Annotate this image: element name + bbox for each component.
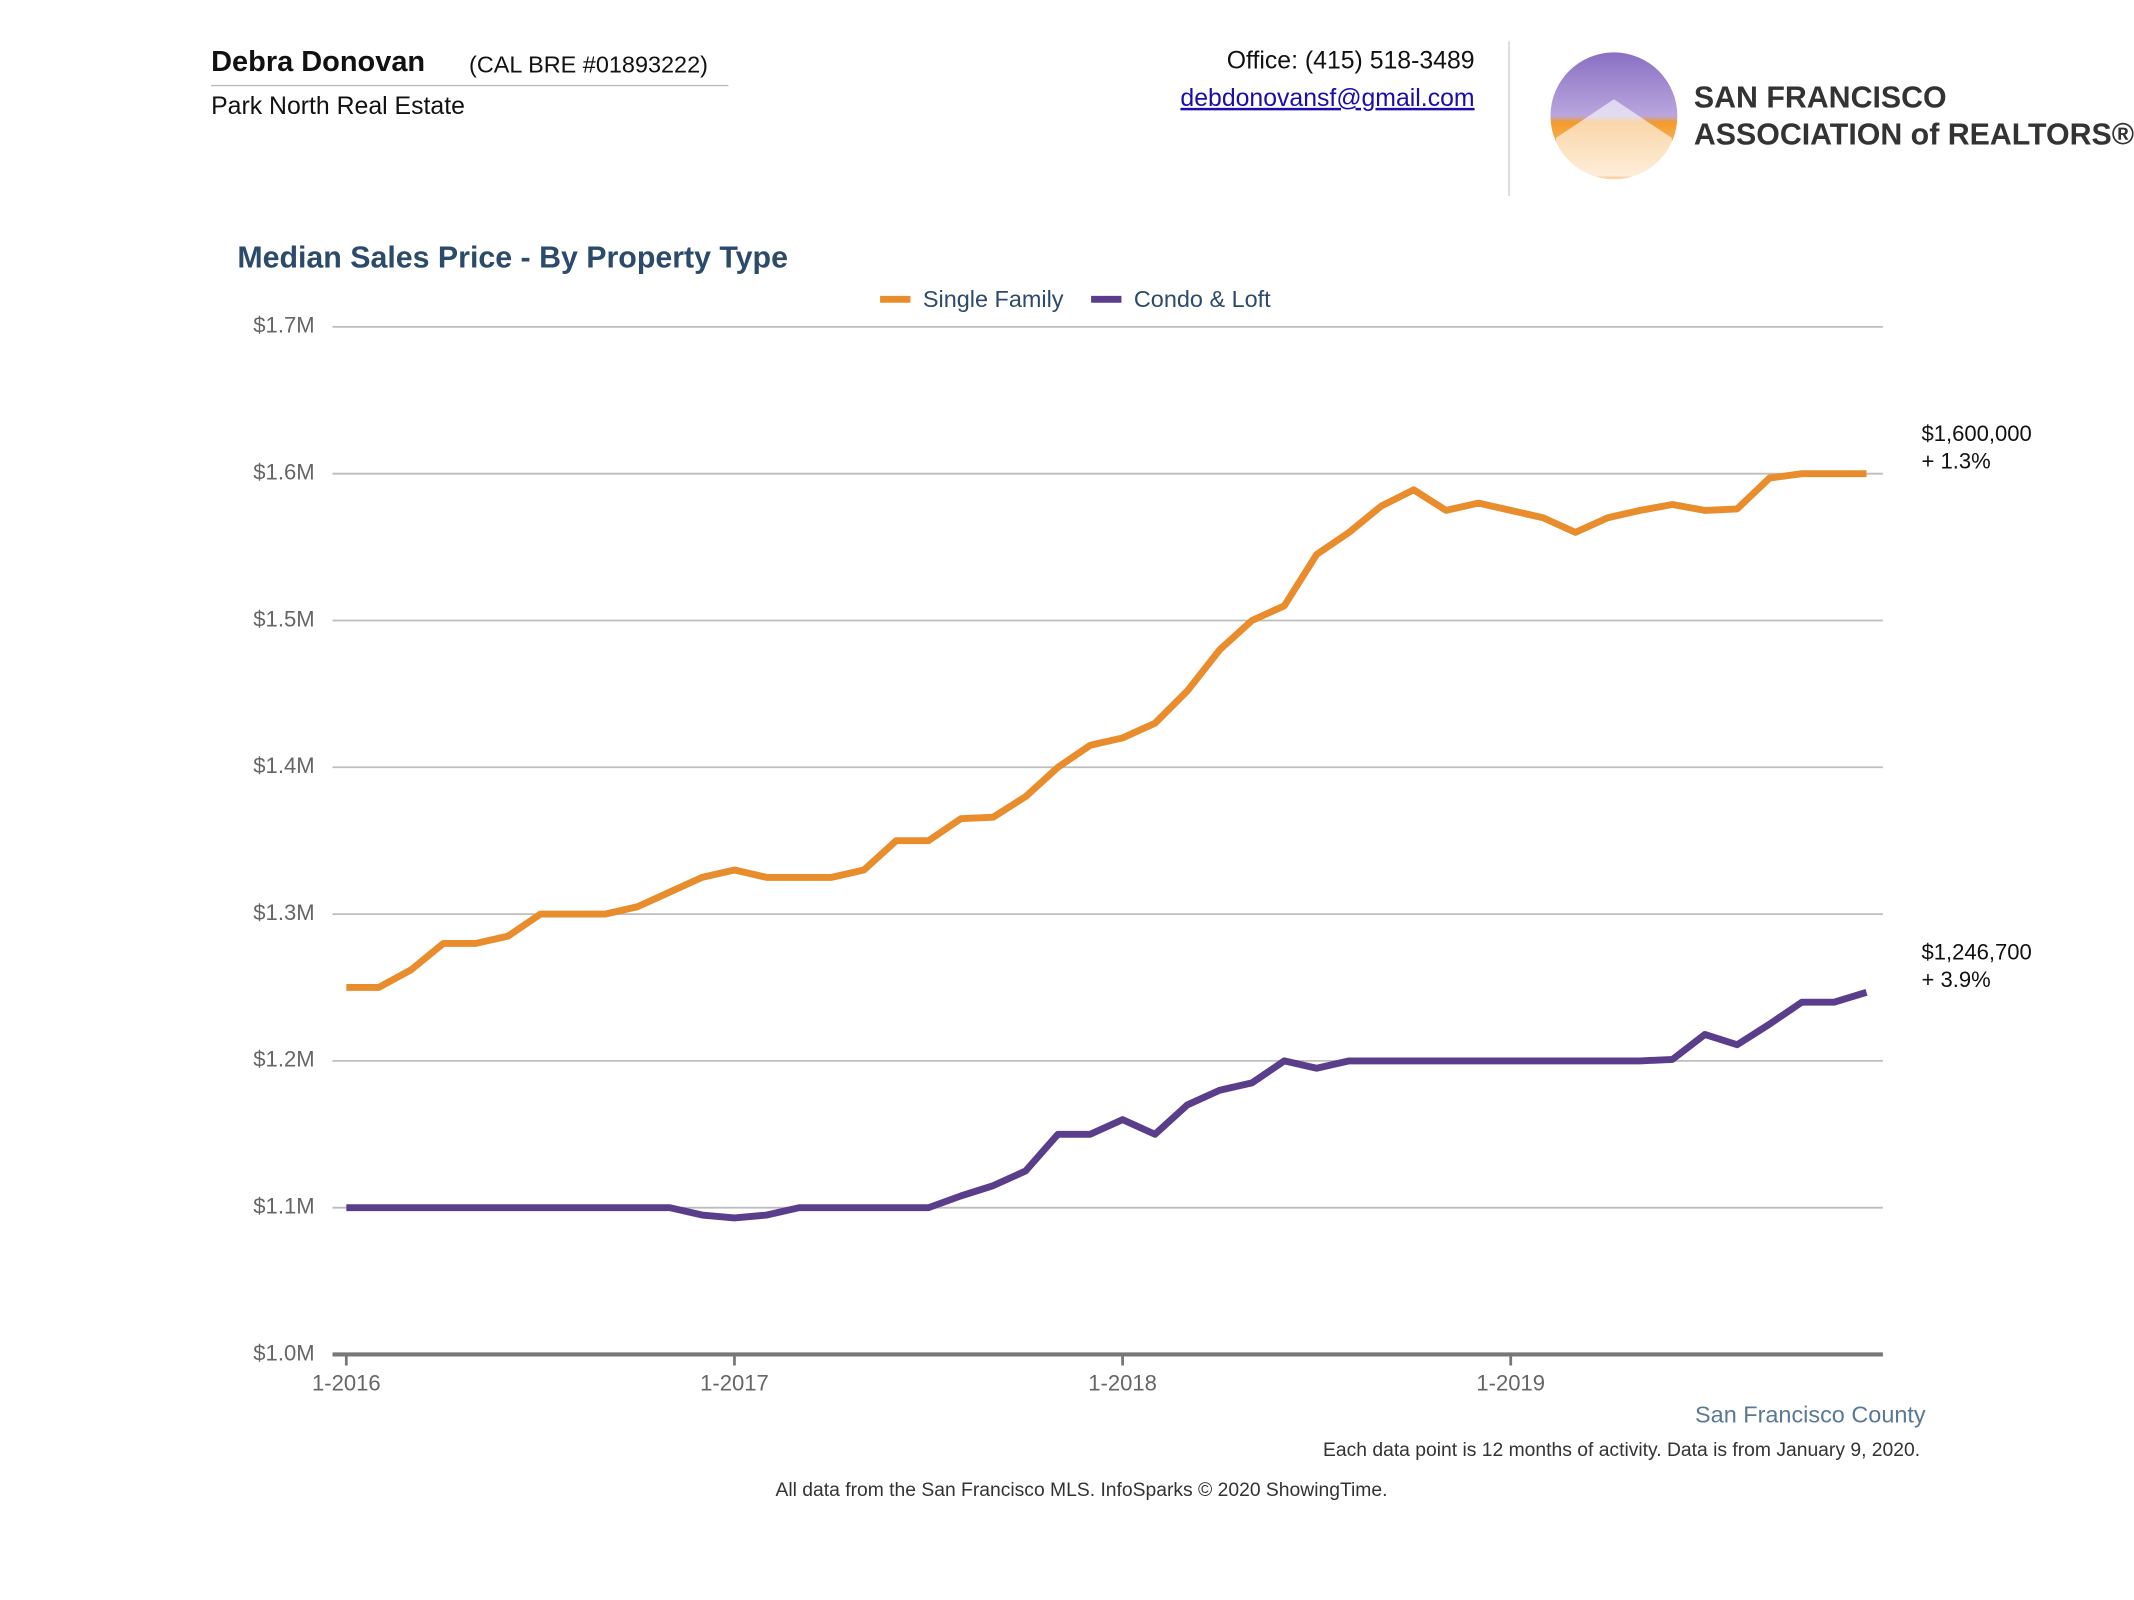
y-tick-label: $1.1M: [253, 1194, 314, 1219]
logo: SAN FRANCISCO ASSOCIATION of REALTORS®: [1550, 52, 2134, 180]
agent-name: Debra Donovan: [211, 46, 425, 78]
y-tick-label: $1.0M: [253, 1340, 314, 1365]
logo-house: [1555, 99, 1672, 177]
x-tick-label: 1-2019: [1476, 1371, 1545, 1396]
y-tick-label: $1.4M: [253, 753, 314, 778]
y-tick-label: $1.3M: [253, 900, 314, 925]
y-tick-label: $1.2M: [253, 1047, 314, 1072]
series-line: [346, 470, 1867, 991]
y-tick-label: $1.7M: [253, 313, 314, 338]
x-tick-label: 1-2016: [312, 1371, 381, 1396]
footnote: Each data point is 12 months of activity…: [1323, 1440, 1920, 1461]
x-tick-label: 1-2018: [1088, 1371, 1157, 1396]
end-label: $1,246,700: [1921, 940, 2031, 965]
legend-label: Condo & Loft: [1134, 286, 1271, 312]
series-line: [346, 989, 1868, 1222]
logo-text: SAN FRANCISCO: [1694, 81, 1947, 114]
end-label: $1,600,000: [1921, 421, 2031, 446]
x-tick-label: 1-2017: [700, 1371, 769, 1396]
source: All data from the San Francisco MLS. Inf…: [775, 1480, 1387, 1501]
agent-license: (CAL BRE #01893222): [469, 51, 708, 77]
chart-title: Median Sales Price - By Property Type: [237, 241, 788, 274]
legend-label: Single Family: [923, 286, 1064, 312]
logo-text: ASSOCIATION of REALTORS®: [1694, 119, 2134, 152]
region: San Francisco County: [1695, 1402, 1926, 1428]
change-label: + 1.3%: [1921, 448, 1990, 473]
change-label: + 3.9%: [1921, 967, 1990, 992]
y-tick-label: $1.6M: [253, 460, 314, 485]
company: Park North Real Estate: [211, 93, 465, 120]
phone: Office: (415) 518-3489: [1227, 48, 1475, 75]
y-tick-label: $1.5M: [253, 606, 314, 631]
email[interactable]: debdonovansf@gmail.com: [1180, 85, 1474, 112]
